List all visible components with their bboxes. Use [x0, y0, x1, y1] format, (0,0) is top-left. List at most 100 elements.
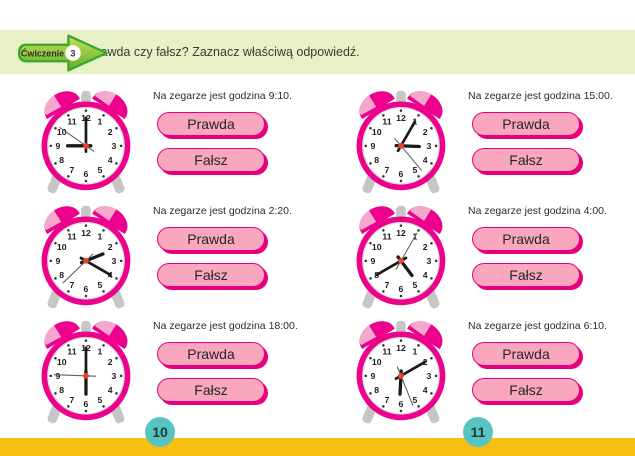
svg-text:6: 6: [84, 284, 89, 294]
svg-text:10: 10: [57, 242, 67, 252]
svg-text:6: 6: [84, 169, 89, 179]
time-statement: Na zegarze jest godzina 15:00.: [468, 90, 613, 102]
page-number-right: 11: [463, 417, 493, 447]
question-block: Na zegarze jest godzina 15:00. Prawda Fa…: [468, 90, 633, 184]
svg-text:7: 7: [385, 395, 390, 405]
svg-text:11: 11: [67, 347, 76, 357]
svg-text:3: 3: [112, 256, 117, 266]
svg-text:12: 12: [81, 228, 91, 238]
prawda-button[interactable]: Prawda: [472, 227, 580, 251]
falsz-button[interactable]: Fałsz: [157, 148, 265, 172]
svg-text:11: 11: [382, 347, 391, 357]
time-statement: Na zegarze jest godzina 9:10.: [153, 90, 292, 102]
svg-text:5: 5: [413, 395, 418, 405]
exercise-badge-number: 3: [70, 49, 75, 59]
svg-text:2: 2: [108, 242, 113, 252]
svg-text:9: 9: [56, 141, 61, 151]
svg-text:5: 5: [98, 165, 103, 175]
svg-text:4: 4: [423, 385, 428, 395]
svg-text:3: 3: [427, 371, 432, 381]
svg-text:9: 9: [371, 371, 376, 381]
exercise-item: 123456789101112 Na zegarze jest godzina …: [340, 316, 635, 428]
svg-text:4: 4: [108, 155, 113, 165]
exercise-item: 123456789101112 Na zegarze jest godzina …: [340, 86, 635, 198]
svg-text:3: 3: [427, 256, 432, 266]
alarm-clock-illustration: 123456789101112: [41, 90, 131, 194]
svg-text:7: 7: [70, 165, 75, 175]
svg-text:1: 1: [98, 347, 103, 357]
alarm-clock-illustration: 123456789101112: [356, 205, 446, 309]
time-statement: Na zegarze jest godzina 18:00.: [153, 320, 298, 332]
svg-text:6: 6: [84, 399, 89, 409]
svg-text:3: 3: [427, 141, 432, 151]
svg-text:7: 7: [385, 165, 390, 175]
svg-text:10: 10: [372, 242, 382, 252]
svg-text:11: 11: [382, 232, 391, 242]
alarm-clock-illustration: 123456789101112: [356, 90, 446, 194]
svg-text:11: 11: [67, 232, 76, 242]
falsz-button[interactable]: Fałsz: [472, 263, 580, 287]
svg-text:10: 10: [57, 127, 67, 137]
svg-text:11: 11: [67, 117, 76, 127]
svg-text:9: 9: [56, 256, 61, 266]
question-block: Na zegarze jest godzina 4:00. Prawda Fał…: [468, 205, 633, 299]
badge-arrow-shape: [17, 34, 108, 72]
svg-text:2: 2: [108, 357, 113, 367]
time-statement: Na zegarze jest godzina 2:20.: [153, 205, 292, 217]
exercise-header-band: Ćwiczenie 3 Prawda czy fałsz? Zaznacz wł…: [0, 30, 635, 74]
svg-text:6: 6: [399, 169, 404, 179]
falsz-button[interactable]: Fałsz: [472, 378, 580, 402]
svg-text:6: 6: [399, 284, 404, 294]
alarm-clock-illustration: 123456789101112: [41, 205, 131, 309]
svg-text:5: 5: [98, 280, 103, 290]
svg-text:12: 12: [396, 228, 406, 238]
question-block: Na zegarze jest godzina 6:10. Prawda Fał…: [468, 320, 633, 414]
page-number-left: 10: [145, 417, 175, 447]
svg-text:2: 2: [423, 127, 428, 137]
svg-text:2: 2: [108, 127, 113, 137]
svg-text:12: 12: [396, 113, 406, 123]
svg-text:2: 2: [423, 242, 428, 252]
svg-text:8: 8: [59, 385, 64, 395]
svg-text:5: 5: [413, 280, 418, 290]
svg-text:9: 9: [371, 256, 376, 266]
alarm-clock-illustration: 123456789101112: [356, 320, 446, 424]
svg-text:4: 4: [423, 155, 428, 165]
alarm-clock-illustration: 123456789101112: [41, 320, 131, 424]
footer-bar: [0, 438, 635, 456]
prawda-button[interactable]: Prawda: [157, 342, 265, 366]
svg-text:3: 3: [112, 371, 117, 381]
svg-text:5: 5: [98, 395, 103, 405]
svg-text:7: 7: [70, 280, 75, 290]
exercise-badge-label: Ćwiczenie: [21, 48, 64, 59]
falsz-button[interactable]: Fałsz: [157, 378, 265, 402]
prawda-button[interactable]: Prawda: [157, 227, 265, 251]
svg-text:10: 10: [57, 357, 67, 367]
prawda-button[interactable]: Prawda: [472, 342, 580, 366]
falsz-button[interactable]: Fałsz: [157, 263, 265, 287]
svg-text:7: 7: [385, 280, 390, 290]
svg-text:9: 9: [56, 371, 61, 381]
svg-text:1: 1: [413, 347, 418, 357]
svg-text:8: 8: [59, 270, 64, 280]
exercise-item: 123456789101112 Na zegarze jest godzina …: [340, 201, 635, 313]
prawda-button[interactable]: Prawda: [472, 112, 580, 136]
svg-text:3: 3: [112, 141, 117, 151]
exercise-item: 123456789101112 Na zegarze jest godzina …: [25, 316, 321, 428]
svg-text:4: 4: [108, 385, 113, 395]
svg-text:6: 6: [399, 399, 404, 409]
time-statement: Na zegarze jest godzina 4:00.: [468, 205, 607, 217]
question-block: Na zegarze jest godzina 2:20. Prawda Fał…: [153, 205, 318, 299]
prawda-button[interactable]: Prawda: [157, 112, 265, 136]
svg-text:10: 10: [372, 127, 382, 137]
exercise-item: 123456789101112 Na zegarze jest godzina …: [25, 201, 321, 313]
falsz-button[interactable]: Fałsz: [472, 148, 580, 172]
svg-text:11: 11: [382, 117, 391, 127]
svg-text:8: 8: [374, 155, 379, 165]
exercise-badge: Ćwiczenie 3: [17, 34, 108, 72]
svg-text:4: 4: [423, 270, 428, 280]
badge-number-circle: [65, 45, 81, 61]
exercise-item: 123456789101112 Na zegarze jest godzina …: [25, 86, 321, 198]
svg-text:1: 1: [98, 117, 103, 127]
